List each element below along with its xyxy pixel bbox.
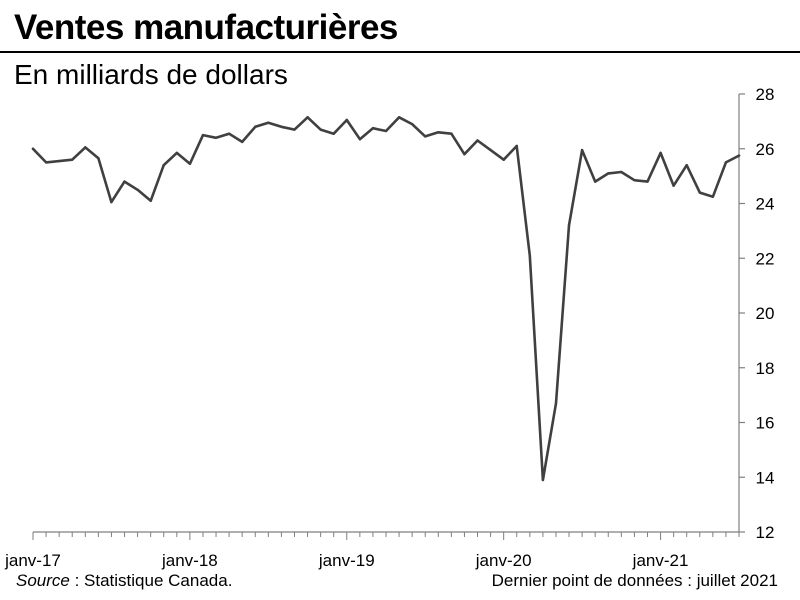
x-tick-label-janv-17: janv-17 [4,551,61,570]
data-point [502,158,505,161]
chart-axes [33,94,740,533]
data-point [397,116,401,119]
data-point [188,162,192,165]
data-point [136,188,139,191]
data-point [384,129,388,133]
data-point [227,132,231,135]
data-point [332,132,335,135]
data-point [515,144,518,148]
data-point [71,158,74,161]
y-tick-label-22: 22 [756,249,775,268]
data-point [293,128,296,131]
data-point [97,157,100,160]
last-data-point-note: Dernier point de données : juillet 2021 [491,571,778,590]
data-point [319,128,322,131]
data-point [424,135,427,138]
data-point [149,199,152,202]
x-tick-label-janv-19: janv-19 [318,551,375,570]
data-point [489,148,492,152]
data-point [554,402,558,405]
data-point [567,224,571,227]
data-point [84,146,87,149]
chart-plot [31,116,741,482]
chart-title: Ventes manufacturières [14,8,398,47]
data-point [450,132,453,135]
source-label: Source [16,571,70,590]
data-point [737,154,741,157]
data-point [698,191,701,194]
data-point [659,151,662,155]
data-point [580,148,584,152]
data-point [463,153,466,156]
data-point [711,195,715,198]
data-point [241,140,244,144]
data-point [306,116,309,119]
y-tick-label-28: 28 [756,85,775,104]
y-tick-label-18: 18 [756,359,775,378]
data-point [358,138,362,141]
y-tick-label-24: 24 [756,195,775,214]
data-point [594,180,597,183]
data-point [620,170,623,174]
data-point [528,254,531,257]
source-note: Source : Statistique Canada. [16,571,232,591]
chart-ticks: 12 14 16 18 20 22 24 26 28 janv-17 janv-18 janv-19 j… [4,85,774,570]
data-point [672,184,675,187]
data-point [410,122,414,126]
source-text: : Statistique Canada. [69,571,233,590]
y-tick-label-26: 26 [756,140,775,159]
y-tick-label-12: 12 [756,523,775,542]
x-tick-label-janv-21: janv-21 [632,551,689,570]
data-point [57,159,61,163]
data-point [280,125,283,128]
y-tick-label-20: 20 [756,304,775,323]
data-point [267,121,270,124]
data-point [31,147,35,150]
x-tick-label-janv-18: janv-18 [161,551,218,570]
data-point [201,133,205,137]
data-point [437,131,440,134]
data-point [541,478,545,482]
data-point [162,164,165,167]
data-point [214,136,218,139]
data-point [685,164,688,167]
data-point [476,139,479,142]
y-tick-label-14: 14 [756,468,775,487]
data-point [371,127,375,130]
data-point [44,161,48,164]
data-point [646,180,649,183]
data-point [633,179,636,182]
data-point [724,161,728,164]
y-tick-label-16: 16 [756,414,775,433]
title-divider [0,51,800,53]
data-point [607,172,610,175]
chart-subtitle: En milliards de dollars [14,59,288,90]
series-line [31,116,741,482]
data-point [345,118,348,122]
x-tick-label-janv-20: janv-20 [475,551,532,570]
data-point [254,125,257,128]
data-point [110,200,113,204]
data-point [123,180,126,183]
data-point [175,151,178,155]
